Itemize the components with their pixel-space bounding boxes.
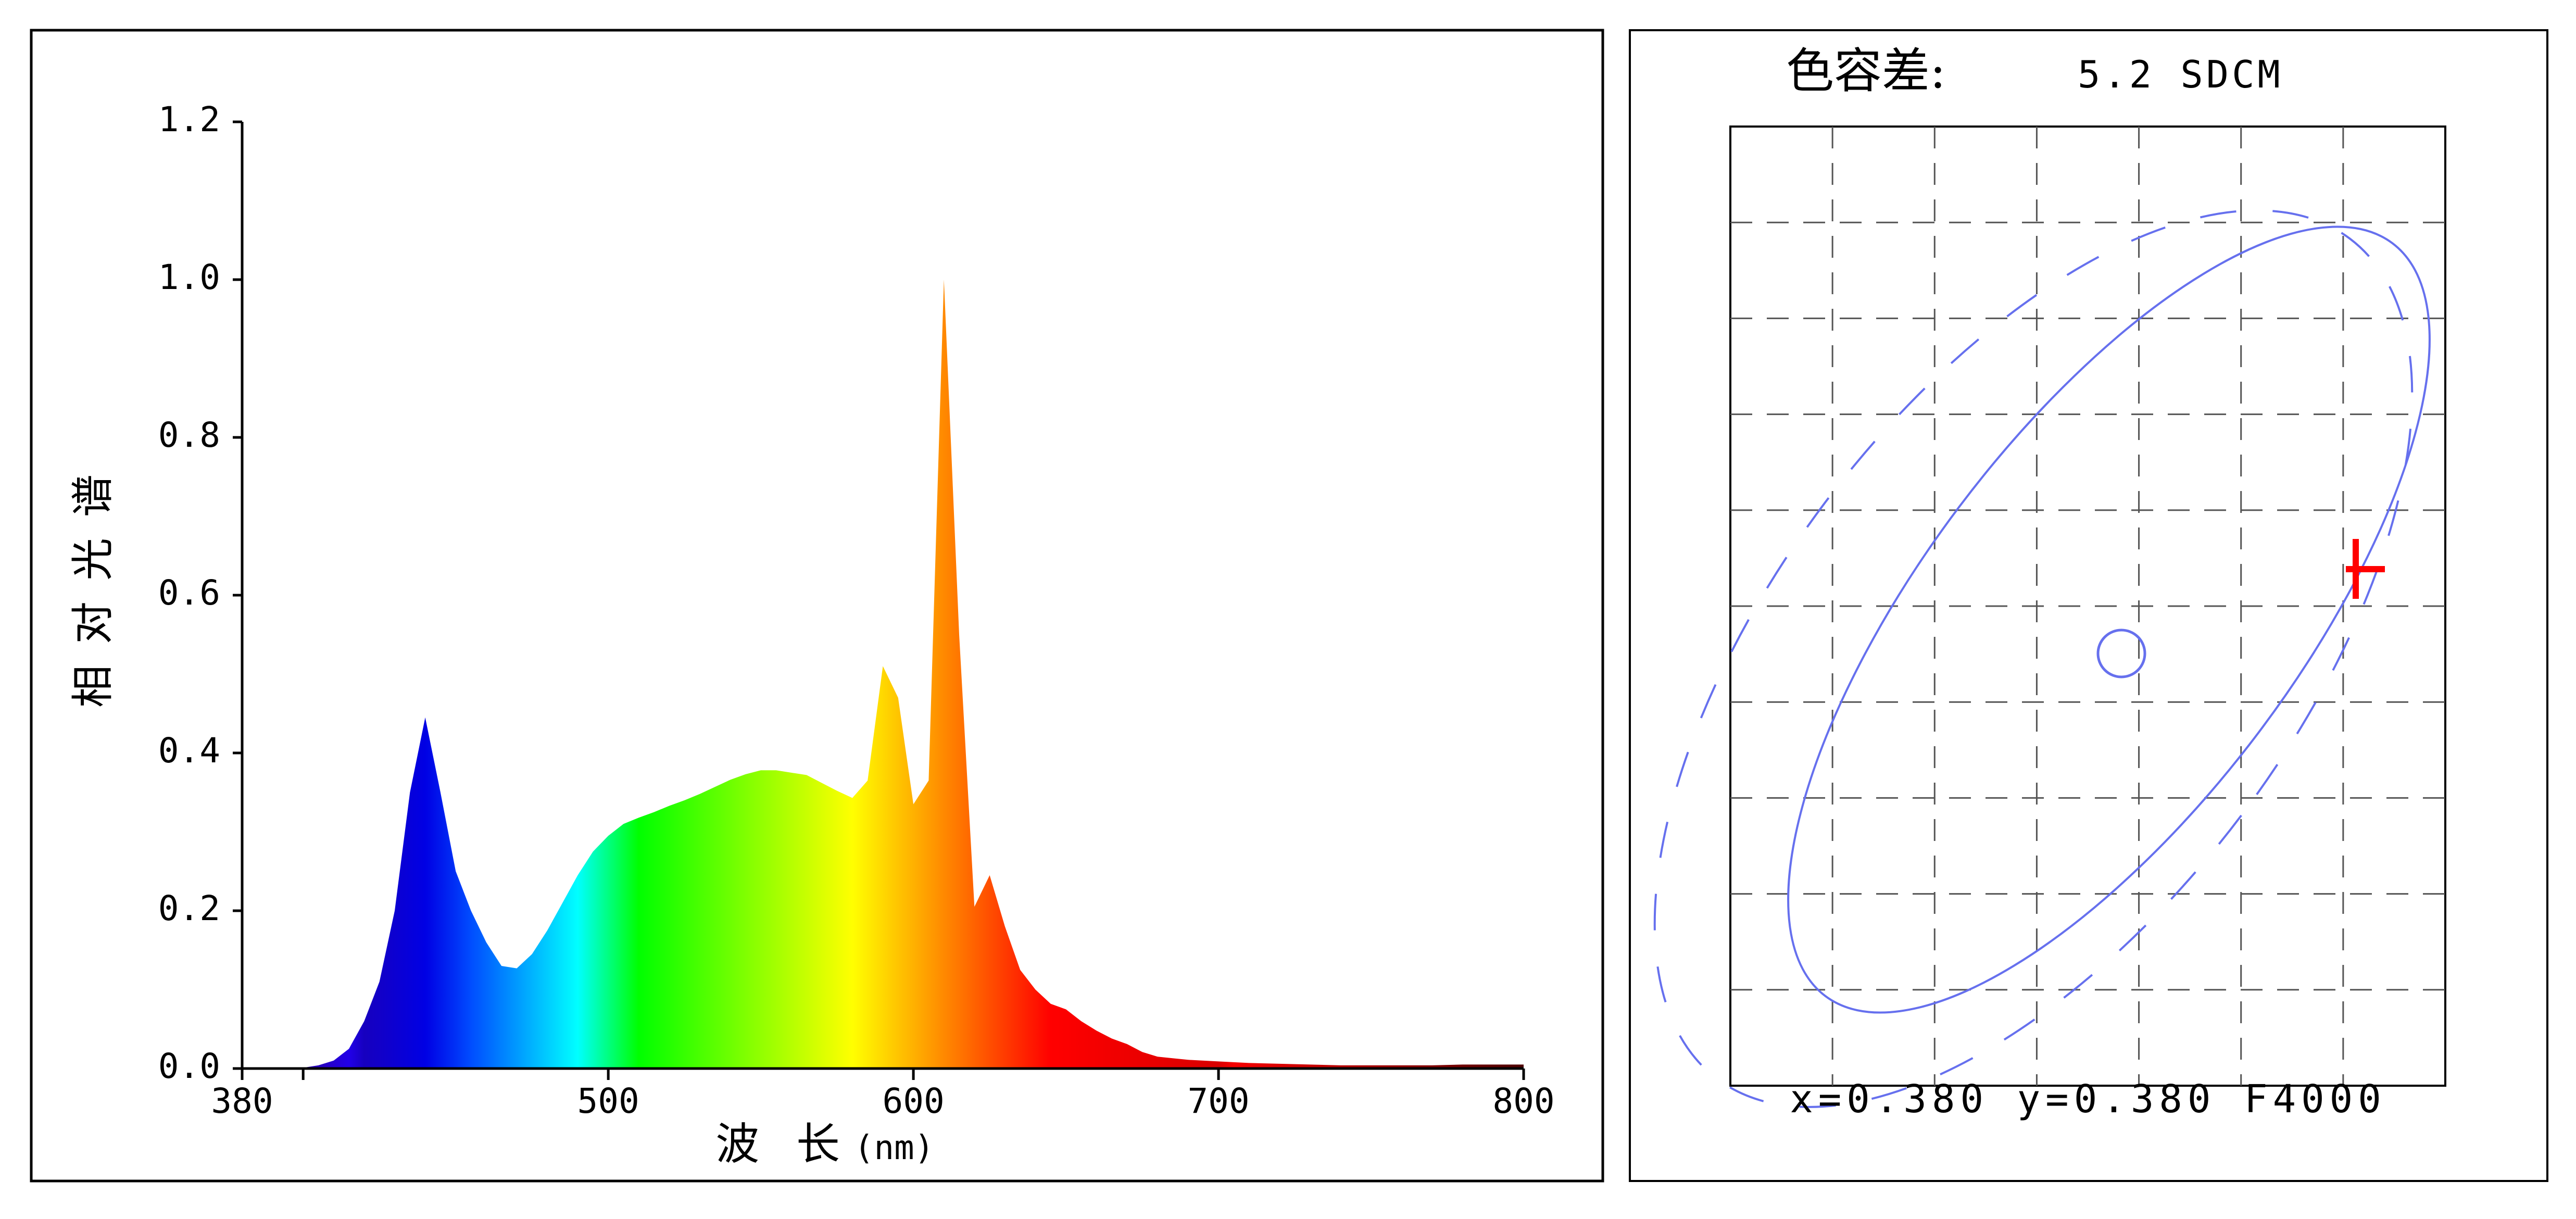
spectrum-area xyxy=(242,280,1524,1069)
y-tick-label: 0.8 xyxy=(158,415,220,455)
spectrum-ticks: 0.0 0.2 0.4 0.6 0.8 1.0 1.2 380 500 600 700 800 xyxy=(158,99,1555,1121)
x-tick-label: 600 xyxy=(882,1081,944,1121)
y-tick-label: 0.2 xyxy=(158,888,220,928)
target-point-circle xyxy=(2096,629,2146,678)
x-axis-unit: (nm) xyxy=(854,1129,934,1167)
y-tick-label: 1.2 xyxy=(158,99,220,140)
x-tick-label: 500 xyxy=(577,1081,639,1121)
tolerance-ellipse-inner xyxy=(1787,225,2431,1014)
spectrum-series xyxy=(242,280,1524,1069)
sdcm-panel-frame xyxy=(1629,29,2548,1182)
spectrum-panel-frame xyxy=(30,29,1604,1183)
x-axis-label: 波 长 (nm) xyxy=(715,1119,934,1170)
y-tick-label: 0.6 xyxy=(158,573,220,613)
spectrum-panel: 0.0 0.2 0.4 0.6 0.8 1.0 1.2 380 500 600 700 800 相对光… xyxy=(30,29,1604,1183)
sdcm-panel: 色容差: 5.2 SDCM x=0.380 y=0.380 F4000 xyxy=(1629,29,2548,1182)
y-tick-label: 0.0 xyxy=(158,1046,220,1086)
sdcm-footer: x=0.380 y=0.380 F4000 xyxy=(1790,1077,2386,1122)
measured-point-marker xyxy=(2346,539,2385,599)
y-axis-label: 相对光谱 xyxy=(69,454,118,708)
x-tick-label: 380 xyxy=(211,1081,273,1121)
x-axis-title: 波 长 xyxy=(715,1119,851,1170)
y-tick-label: 1.0 xyxy=(158,257,220,297)
y-axis-title: 相对光谱 xyxy=(69,454,118,708)
sdcm-grid xyxy=(1730,127,2445,1086)
sdcm-title-label: 色容差: xyxy=(1786,43,1946,99)
x-tick-label: 800 xyxy=(1492,1081,1554,1121)
y-tick-label: 0.4 xyxy=(158,731,220,771)
sdcm-plot-area xyxy=(1729,125,2446,1087)
x-tick-label: 700 xyxy=(1187,1081,1249,1121)
sdcm-title-value: 5.2 SDCM xyxy=(2078,53,2283,96)
